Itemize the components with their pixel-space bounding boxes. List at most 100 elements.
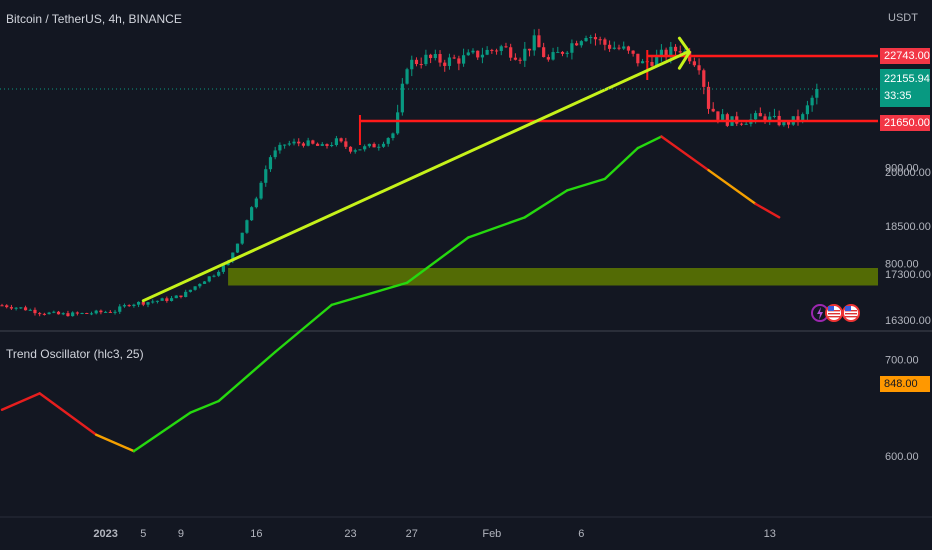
candle-body xyxy=(476,50,480,58)
candle-body xyxy=(523,48,527,61)
candle-body xyxy=(264,169,268,183)
candle-body xyxy=(537,35,541,48)
candle-body xyxy=(339,138,343,142)
candle-body xyxy=(551,52,555,60)
candle-body xyxy=(801,114,805,122)
candle-body xyxy=(391,133,395,139)
candle-body xyxy=(0,305,4,307)
candle-body xyxy=(198,283,202,287)
candle-body xyxy=(796,116,800,122)
candle-body xyxy=(716,111,720,120)
candle-countdown: 33:35 xyxy=(884,90,912,102)
candle-body xyxy=(23,307,28,311)
candle-body xyxy=(367,143,371,147)
candle-body xyxy=(273,150,277,158)
candle-body xyxy=(810,97,814,106)
candle-body xyxy=(56,311,61,315)
candle-body xyxy=(617,47,621,49)
candle-body xyxy=(75,312,79,314)
candle-body xyxy=(622,46,626,49)
candle-body xyxy=(518,59,522,61)
candle-body xyxy=(480,54,485,58)
oscillator-segment xyxy=(467,216,527,239)
candle-body xyxy=(499,46,503,51)
oscillator-segment xyxy=(189,399,220,414)
candle-body xyxy=(207,276,211,282)
candle-body xyxy=(593,37,598,40)
candle-body xyxy=(410,59,414,70)
time-axis-label: 5 xyxy=(140,528,146,540)
candle-body xyxy=(471,50,475,53)
us-flag-icon xyxy=(842,304,860,322)
candle-body xyxy=(542,47,546,58)
candle-body xyxy=(334,138,339,146)
candle-body xyxy=(697,65,701,71)
time-axis-label: Feb xyxy=(482,528,501,540)
candle-body xyxy=(311,140,315,144)
trendline-arrowhead xyxy=(677,36,692,70)
time-axis-label: 27 xyxy=(406,528,418,540)
candle-body xyxy=(155,300,160,302)
candle-body xyxy=(565,52,569,54)
candle-body xyxy=(664,49,668,58)
candle-body xyxy=(692,61,696,66)
candle-body xyxy=(386,138,390,144)
candle-body xyxy=(782,122,786,126)
candle-body xyxy=(221,265,225,272)
candle-body xyxy=(80,313,84,315)
oscillator-segment xyxy=(38,392,98,436)
candle-body xyxy=(744,123,748,125)
candle-body xyxy=(212,275,216,277)
candle-body xyxy=(160,298,164,301)
candle-body xyxy=(447,57,452,66)
oscillator-segment xyxy=(707,168,757,206)
candle-body xyxy=(193,286,197,290)
candle-body xyxy=(702,70,706,87)
candle-body xyxy=(612,47,616,49)
candle-body xyxy=(169,298,174,301)
indicator-title[interactable]: Trend Oscillator (hlc3, 25) xyxy=(6,347,144,361)
candle-body xyxy=(490,49,494,51)
candle-body xyxy=(758,113,762,117)
price-axis-label: 16300.00 xyxy=(885,315,931,327)
support-zone xyxy=(228,268,878,286)
candle-body xyxy=(659,49,663,56)
candle-body xyxy=(287,143,291,145)
candle-body xyxy=(250,207,254,221)
candle-body xyxy=(5,305,9,308)
candle-body xyxy=(532,35,536,51)
candle-body xyxy=(174,295,178,299)
candle-body xyxy=(278,144,282,151)
candle-body xyxy=(165,298,169,301)
candle-body xyxy=(118,306,122,312)
candle-body xyxy=(141,301,145,305)
oscillator-axis-label: 800.00 xyxy=(885,259,919,271)
candle-body xyxy=(136,301,141,305)
oscillator-segment xyxy=(566,177,607,192)
candle-body xyxy=(47,312,51,315)
candle-body xyxy=(513,57,517,60)
candle-body xyxy=(231,252,235,262)
candle-body xyxy=(202,281,207,284)
time-axis-label: 16 xyxy=(250,528,262,540)
oscillator-segment xyxy=(754,202,781,219)
candle-body xyxy=(815,89,819,98)
candle-body xyxy=(99,310,103,313)
candle-body xyxy=(461,55,466,64)
candle-body xyxy=(589,37,593,39)
candle-body xyxy=(348,146,353,152)
candle-body xyxy=(405,69,409,84)
candle-body xyxy=(669,46,673,58)
candle-body xyxy=(363,146,367,150)
candle-body xyxy=(297,141,301,144)
candle-body xyxy=(127,305,131,307)
candle-body xyxy=(14,307,18,309)
oscillator-segment xyxy=(217,350,277,403)
candle-body xyxy=(626,46,631,51)
candle-body xyxy=(768,116,772,123)
candle-body xyxy=(235,243,240,253)
oscillator-segment xyxy=(660,135,710,172)
resistance-price-tag: 22743.00 xyxy=(880,48,930,64)
candle-body xyxy=(673,46,678,52)
